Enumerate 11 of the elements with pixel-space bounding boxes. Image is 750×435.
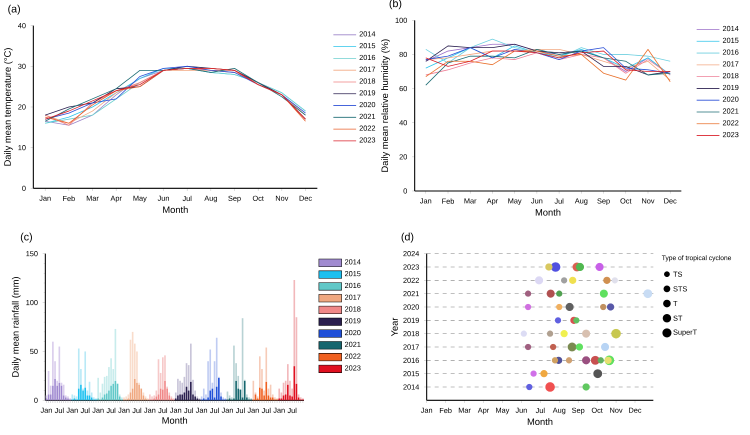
y-axis-title: Year: [391, 318, 398, 336]
x-axis-title: Month: [163, 206, 188, 214]
chart-title: (c): [20, 232, 32, 243]
x-axis-title: Month: [536, 208, 560, 216]
y-axis-title: Daily mean temperature (°C): [4, 48, 13, 166]
x-axis-title: Month: [528, 418, 552, 426]
x-axis-title: Month: [162, 416, 188, 424]
y-axis-title: Daily mean relative humidity (%): [381, 39, 390, 172]
y-axis-title: Daily mean rainfall (mm): [12, 277, 21, 377]
chart-title: (d): [402, 232, 414, 243]
chart-title: (a): [8, 4, 20, 15]
